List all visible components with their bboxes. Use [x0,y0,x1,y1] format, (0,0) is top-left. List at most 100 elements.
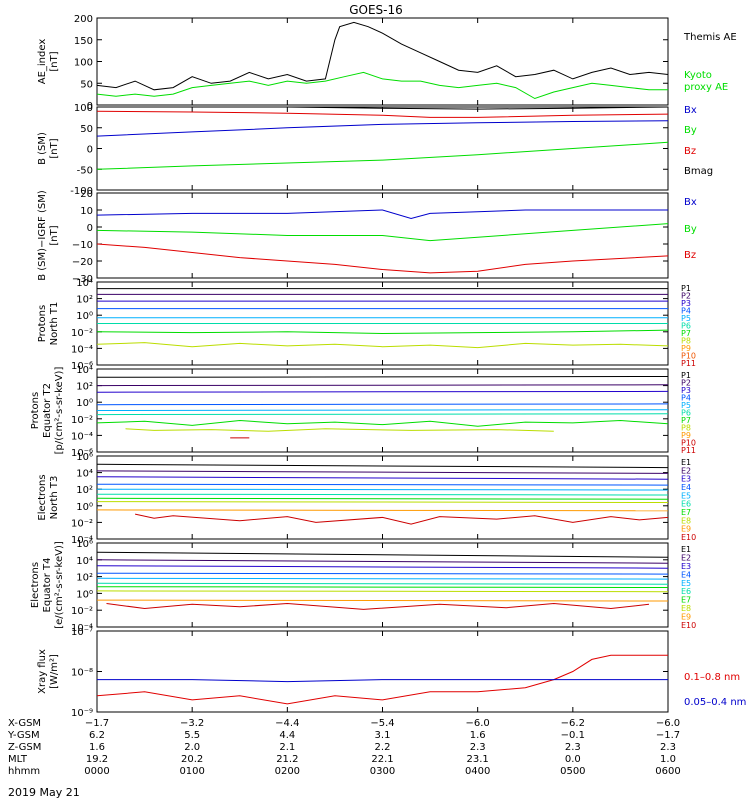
legend-label: Bmag [684,166,713,177]
x-tick-value: −3.2 [180,718,204,729]
series-line [97,476,668,480]
x-tick-value: 19.2 [86,754,108,765]
y-axis-label: [nT] [49,225,60,245]
y-tick-label: 10⁻⁴ [71,623,93,634]
x-tick-value: 2.3 [470,742,486,753]
legend-label: E10 [681,533,696,542]
x-tick-value: −6.0 [656,718,680,729]
legend-label: E1 [681,545,691,554]
legend-label: E10 [681,621,696,630]
legend-label: P2 [681,379,691,388]
series-line [134,513,668,525]
series-line [97,409,668,411]
y-tick-label: 10⁶ [76,539,93,550]
legend-label: Bx [684,105,697,116]
y-axis-label: Protons [30,392,41,429]
y-tick-label: 0 [87,223,93,234]
panel-bsm: -100 -50 0 50 100 B (SM) [nT] Bx By Bz Bmag [37,103,713,197]
panel-ae: 0 50 100 150 200 AE_index [nT] Themis AE Kyotopr… [37,14,737,112]
panel-frame [96,455,669,540]
series-line [97,342,668,349]
x-tick-value: 2.3 [565,742,581,753]
y-tick-label: −30 [72,274,93,285]
x-tick-value: 5.5 [184,730,200,741]
legend-label: E4 [681,483,691,492]
panel-frame [96,542,669,628]
series-line [97,141,668,170]
y-axis-label: [p/(cm²-s-sr-keV)] [54,367,65,455]
panel-xray: 10⁻⁹ 10⁻⁸ 10⁻⁷ Xray flux [W/m²] 0.1–0.8 nm 0.0… [37,627,746,719]
legend-label: E9 [681,613,691,622]
legend-label: P3 [681,386,691,395]
y-tick-label: 0 [87,101,93,112]
legend-label: P11 [681,446,696,455]
legend-label: P5 [681,401,691,410]
legend-label: proxy AE [684,82,728,93]
series-line [97,384,668,387]
legend-label: P1 [681,284,691,293]
legend-label: E2 [681,553,691,562]
y-tick-label: 200 [74,14,93,25]
series-line [97,470,668,474]
x-tick-value: 0400 [465,766,490,777]
y-axis-label: B (SM)−IGRF (SM) [37,190,48,281]
y-tick-label: 10⁶ [76,452,93,463]
legend-label: Themis AE [683,32,737,43]
panel-pe2: 10⁻⁶ 10⁻⁴ 10⁻² 10⁰ 10² 10⁴ Protons Equator T2 [p… [30,365,696,459]
legend-label: E4 [681,570,691,579]
series-line [97,501,668,503]
legend-label: E2 [681,466,691,475]
legend-label: E7 [681,508,691,517]
legend-label: E3 [681,562,691,571]
x-row-label: MLT [8,754,28,765]
x-tick-value: 0500 [560,766,585,777]
y-tick-label: 10⁴ [76,365,93,376]
y-axis-label: Electrons [30,562,41,608]
series-line [97,582,668,585]
y-tick-label: 10⁻⁴ [71,535,93,546]
x-tick-value: 2.1 [279,742,295,753]
y-tick-label: 10⁻⁶ [71,448,93,459]
legend-label: P10 [681,352,696,361]
y-tick-label: -50 [77,165,93,176]
x-tick-value: −1.7 [656,730,680,741]
y-tick-label: 10⁻⁴ [71,431,93,442]
series-line [97,654,668,705]
series-line [97,390,668,393]
legend-label: P3 [681,299,691,308]
legend-label: Bz [684,250,696,261]
x-tick-value: −6.0 [466,718,490,729]
legend-label: E7 [681,596,691,605]
x-row-label: hhmm [8,766,40,777]
series-line [125,428,554,432]
series-line [97,110,668,118]
legend-label: P4 [681,307,691,316]
chart-title: GOES-16 [349,3,403,17]
y-tick-label: 10⁴ [76,469,93,480]
legend-label: P1 [681,371,691,380]
x-row-label: Y-GSM [7,730,40,741]
legend-label: P9 [681,431,691,440]
y-tick-label: 10² [76,485,93,496]
series-line [97,120,668,137]
x-tick-value: 0100 [179,766,204,777]
series-line [97,483,668,486]
x-tick-value: −1.7 [85,718,109,729]
series-line [97,590,668,593]
legend-label: P7 [681,416,691,425]
legend-label: P2 [681,292,691,301]
y-tick-label: 10⁰ [76,589,93,600]
legend-label: E6 [681,500,691,509]
legend-label: E9 [681,525,691,534]
legend-label: E3 [681,475,691,484]
y-tick-label: 10² [76,573,93,584]
x-tick-value: 0.0 [565,754,581,765]
legend-label: Bx [684,197,697,208]
x-tick-value: 3.1 [375,730,391,741]
legend-label: 0.1–0.8 nm [684,672,740,683]
y-tick-label: 100 [74,58,93,69]
series-line [97,509,668,512]
legend-label: P6 [681,409,691,418]
